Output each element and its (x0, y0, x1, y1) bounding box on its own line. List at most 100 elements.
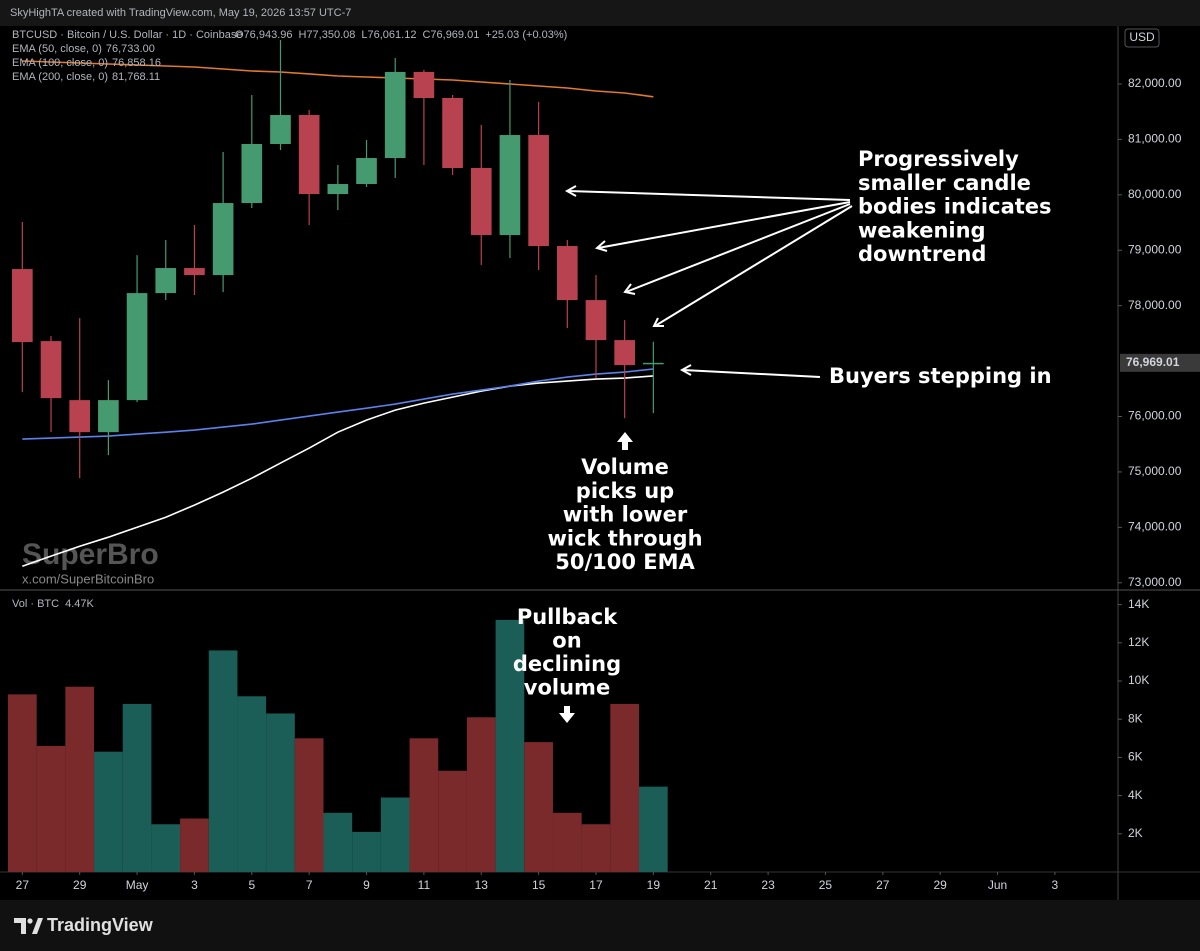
volume-bar (122, 703, 152, 872)
volume-bar (552, 812, 582, 872)
ohlc-label: O76,943.96 (235, 29, 293, 41)
candle-body (556, 246, 578, 301)
candle-body (327, 184, 349, 195)
candle-body (126, 293, 148, 401)
x-tick-label: 9 (363, 878, 370, 892)
candle-body (499, 135, 521, 236)
x-tick-label: 7 (306, 878, 313, 892)
x-tick-label: 5 (248, 878, 255, 892)
ema-line (22, 60, 654, 98)
volume-bar (151, 824, 181, 872)
candle-body (184, 268, 205, 276)
x-tick-label: 27 (16, 878, 30, 892)
ohlc-label: C76,969.01 (422, 29, 479, 41)
volume-bar (266, 713, 295, 872)
annotation: volume (524, 676, 610, 700)
ohlc-label: L76,061.12 (361, 29, 416, 41)
x-tick-label: 11 (418, 878, 431, 892)
volume-bar (352, 831, 381, 872)
candle-body (155, 268, 177, 294)
annotation: Buyers stepping in (829, 364, 1052, 388)
volume-tick-label: 6K (1128, 750, 1143, 764)
candle-body (12, 269, 33, 343)
volume-tick-label: 2K (1128, 826, 1143, 840)
volume-bar (409, 738, 439, 872)
x-tick-label: May (126, 878, 149, 892)
candle-body (298, 115, 320, 195)
candle-body (40, 341, 62, 399)
x-tick-label: 29 (933, 878, 947, 892)
candle-body (241, 144, 263, 204)
volume-bar (380, 797, 410, 872)
ema-value: 81,768.11 (112, 71, 160, 83)
symbol: BTCUSD · Bitcoin / U.S. Dollar · 1D · Co… (12, 29, 242, 41)
currency-box (1124, 28, 1160, 48)
volume-tick-label: 14K (1128, 597, 1149, 611)
ohlc-label: H77,350.08 (299, 29, 356, 41)
x-tick-label: 27 (876, 878, 890, 892)
x-tick-label: 29 (73, 878, 87, 892)
footer-brand: TradingView (47, 915, 154, 935)
candle-body (470, 168, 492, 236)
annotation: picks up (576, 479, 674, 503)
volume-value: 4.47K (65, 598, 94, 610)
x-tick-label: 17 (589, 878, 603, 892)
volume-tick-label: 10K (1128, 673, 1149, 687)
x-tick-label: 13 (475, 878, 489, 892)
x-tick-label: 15 (532, 878, 546, 892)
candle-body (614, 340, 635, 366)
y-tick-label: 82,000.00 (1128, 76, 1182, 90)
annotation: on (552, 629, 581, 653)
annotation: weakening (858, 218, 986, 242)
down-arrow (559, 706, 575, 723)
volume-bar (36, 745, 66, 872)
candle-body (356, 158, 377, 185)
y-tick-label: 79,000.00 (1128, 242, 1182, 256)
y-tick-label: 76,000.00 (1128, 409, 1182, 423)
annotation: Pullback (517, 605, 618, 629)
volume-bar (639, 786, 668, 872)
annotation: downtrend (858, 242, 986, 266)
ema-line (22, 375, 654, 567)
watermark-link: x.com/SuperBitcoinBro (22, 571, 154, 586)
candle-body (413, 71, 435, 99)
footer-bar (0, 900, 1200, 951)
y-tick-label: 80,000.00 (1128, 187, 1182, 201)
volume-bar (323, 812, 353, 872)
y-tick-label: 78,000.00 (1128, 298, 1182, 312)
ema-value: 76,858.16 (112, 57, 161, 69)
annotation: smaller candle (858, 171, 1031, 195)
x-tick-label: 21 (704, 878, 718, 892)
y-tick-label: 74,000.00 (1128, 520, 1182, 534)
volume-bar (237, 696, 267, 872)
annotation-arrows (564, 185, 853, 378)
candle-body (643, 362, 664, 365)
volume-bar (438, 770, 467, 872)
change-label: +25.03 (+0.03%) (485, 29, 567, 41)
x-tick-label: 3 (191, 878, 198, 892)
volume-bar (610, 703, 640, 872)
volume-bar (180, 818, 209, 872)
y-tick-label: 73,000.00 (1128, 575, 1182, 589)
candle-body (528, 135, 549, 247)
tradingview-logo (14, 918, 43, 934)
annotation: with lower (563, 503, 688, 527)
annotation: 50/100 EMA (555, 550, 695, 574)
x-tick-label: 25 (819, 878, 833, 892)
annotation: Progressively (858, 147, 1019, 171)
header-title: SkyHighTA created with TradingView.com, … (10, 7, 351, 19)
volume-bar (581, 824, 611, 872)
volume-bar (294, 738, 324, 872)
ema-name: EMA (200, close, 0) (12, 71, 108, 83)
y-tick-label: 81,000.00 (1128, 132, 1182, 146)
ema-value: 76,733.00 (106, 43, 155, 55)
last-price-box (1120, 353, 1200, 372)
ema-line (22, 368, 654, 440)
annotation: Volume (581, 455, 669, 479)
x-tick-label: 23 (761, 878, 775, 892)
volume-bar (8, 694, 37, 872)
x-tick-label: Jun (988, 878, 1007, 892)
candle-body (384, 71, 406, 159)
